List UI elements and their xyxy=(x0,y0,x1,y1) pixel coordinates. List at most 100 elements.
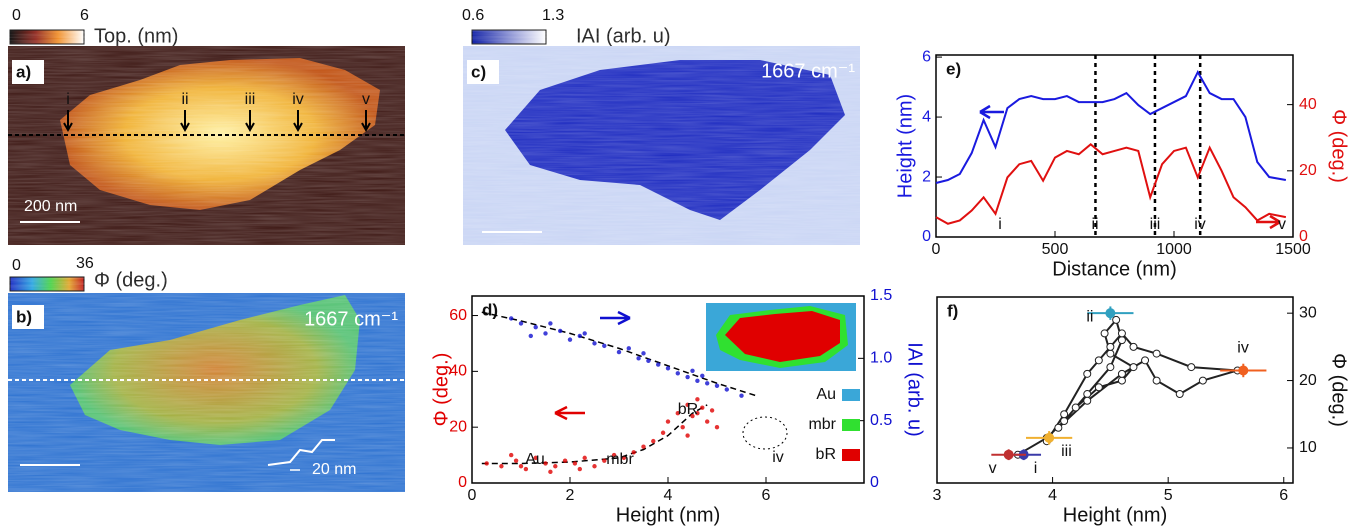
point xyxy=(651,438,656,444)
panel-label: e) xyxy=(946,59,961,78)
x-tick-label: 2 xyxy=(566,487,575,504)
point xyxy=(543,461,548,466)
point xyxy=(621,455,627,461)
y2-tick-label: 0 xyxy=(870,474,879,491)
colorbar xyxy=(471,29,547,45)
colorbar-min: 0 xyxy=(12,257,21,274)
legend-label: Au xyxy=(816,386,836,403)
point xyxy=(1060,410,1069,419)
point xyxy=(1112,315,1121,324)
point xyxy=(577,333,582,339)
point xyxy=(1129,342,1138,351)
point-label: iii xyxy=(1061,443,1072,460)
colorbar-min: 0 xyxy=(12,7,21,24)
colorbar-max: 6 xyxy=(80,7,89,24)
texture xyxy=(8,46,405,245)
y2-tick-label: 0.5 xyxy=(870,412,892,429)
x-axis-label: Height (nm) xyxy=(616,504,720,526)
legend-swatch xyxy=(842,389,860,401)
point xyxy=(1117,329,1126,338)
point xyxy=(700,373,705,378)
section-label: iv xyxy=(1194,216,1206,233)
y-tick-label: 0 xyxy=(922,228,931,245)
point xyxy=(553,464,558,469)
x-tick-label: 0 xyxy=(932,241,941,258)
annotation: Au xyxy=(525,451,545,468)
point xyxy=(1094,383,1103,392)
point xyxy=(685,433,690,438)
point xyxy=(709,408,715,413)
panel-label: c) xyxy=(471,62,486,81)
point xyxy=(646,358,651,364)
point xyxy=(631,450,636,455)
point xyxy=(714,424,720,430)
point xyxy=(1106,349,1115,358)
point xyxy=(680,424,685,430)
y2-tick-label: 40 xyxy=(1299,96,1317,113)
label-box xyxy=(12,305,44,329)
x-tick-label: 6 xyxy=(762,487,771,504)
point-label: iv xyxy=(1237,340,1249,357)
y-tick-label: 6 xyxy=(922,48,931,65)
point xyxy=(562,458,568,463)
marker-arrow xyxy=(180,110,190,133)
inset-profile xyxy=(267,439,335,466)
plot-frame xyxy=(936,296,1294,484)
panel-a: 0 6 Top. (nm) a) 200 nm xyxy=(8,7,405,245)
wavenumber: 1667 cm⁻¹ xyxy=(304,308,398,330)
point xyxy=(484,461,489,466)
colorbar-title: Top. (nm) xyxy=(94,25,178,47)
scale-label: 200 nm xyxy=(24,198,77,215)
panel-label: b) xyxy=(16,307,32,326)
x-tick-label: 4 xyxy=(1048,487,1057,504)
inset-br xyxy=(725,311,840,362)
point xyxy=(1152,376,1161,385)
point xyxy=(1141,356,1150,365)
point xyxy=(1117,369,1126,378)
legend-swatch xyxy=(842,419,860,431)
point xyxy=(509,316,514,321)
marker xyxy=(1003,449,1014,460)
x-tick-label: 1500 xyxy=(1275,241,1311,258)
point xyxy=(523,466,529,472)
colorbar-min: 0.6 xyxy=(462,7,484,24)
point xyxy=(509,452,514,458)
point xyxy=(1083,369,1092,378)
point xyxy=(695,378,700,383)
data-line xyxy=(935,143,1287,225)
point xyxy=(656,362,661,367)
colorbar xyxy=(9,29,85,45)
point xyxy=(690,368,695,373)
point xyxy=(1175,390,1184,399)
point xyxy=(700,405,705,410)
colorbar-max: 36 xyxy=(76,255,94,272)
point xyxy=(616,349,622,355)
marker-arrow xyxy=(293,110,303,133)
point xyxy=(592,464,597,469)
y2-axis-label: Φ (deg.) xyxy=(1328,109,1350,183)
point-label: i xyxy=(1034,460,1038,477)
point xyxy=(1083,390,1092,399)
point xyxy=(592,341,597,346)
y2-tick-label: 10 xyxy=(1299,439,1317,456)
panel-label: a) xyxy=(16,62,31,81)
point xyxy=(582,331,587,336)
point xyxy=(626,346,631,351)
point xyxy=(739,393,744,398)
axis-arrow xyxy=(600,310,631,326)
x-tick-label: 4 xyxy=(664,487,673,504)
panel-c: 0.6 1.3 IAI (arb. u) c) 1667 cm⁻¹ xyxy=(462,7,860,245)
scale-label: 20 nm xyxy=(312,461,356,478)
data-line xyxy=(935,69,1287,184)
point xyxy=(1100,329,1109,338)
point xyxy=(641,351,646,356)
point xyxy=(665,366,671,371)
point xyxy=(567,337,573,342)
x-tick-label: 6 xyxy=(1279,487,1288,504)
panel-label: f) xyxy=(947,301,958,320)
axis-arrow xyxy=(554,405,585,421)
colorbar-title: IAI (arb. u) xyxy=(576,25,670,47)
point xyxy=(518,321,524,326)
point xyxy=(705,381,710,386)
